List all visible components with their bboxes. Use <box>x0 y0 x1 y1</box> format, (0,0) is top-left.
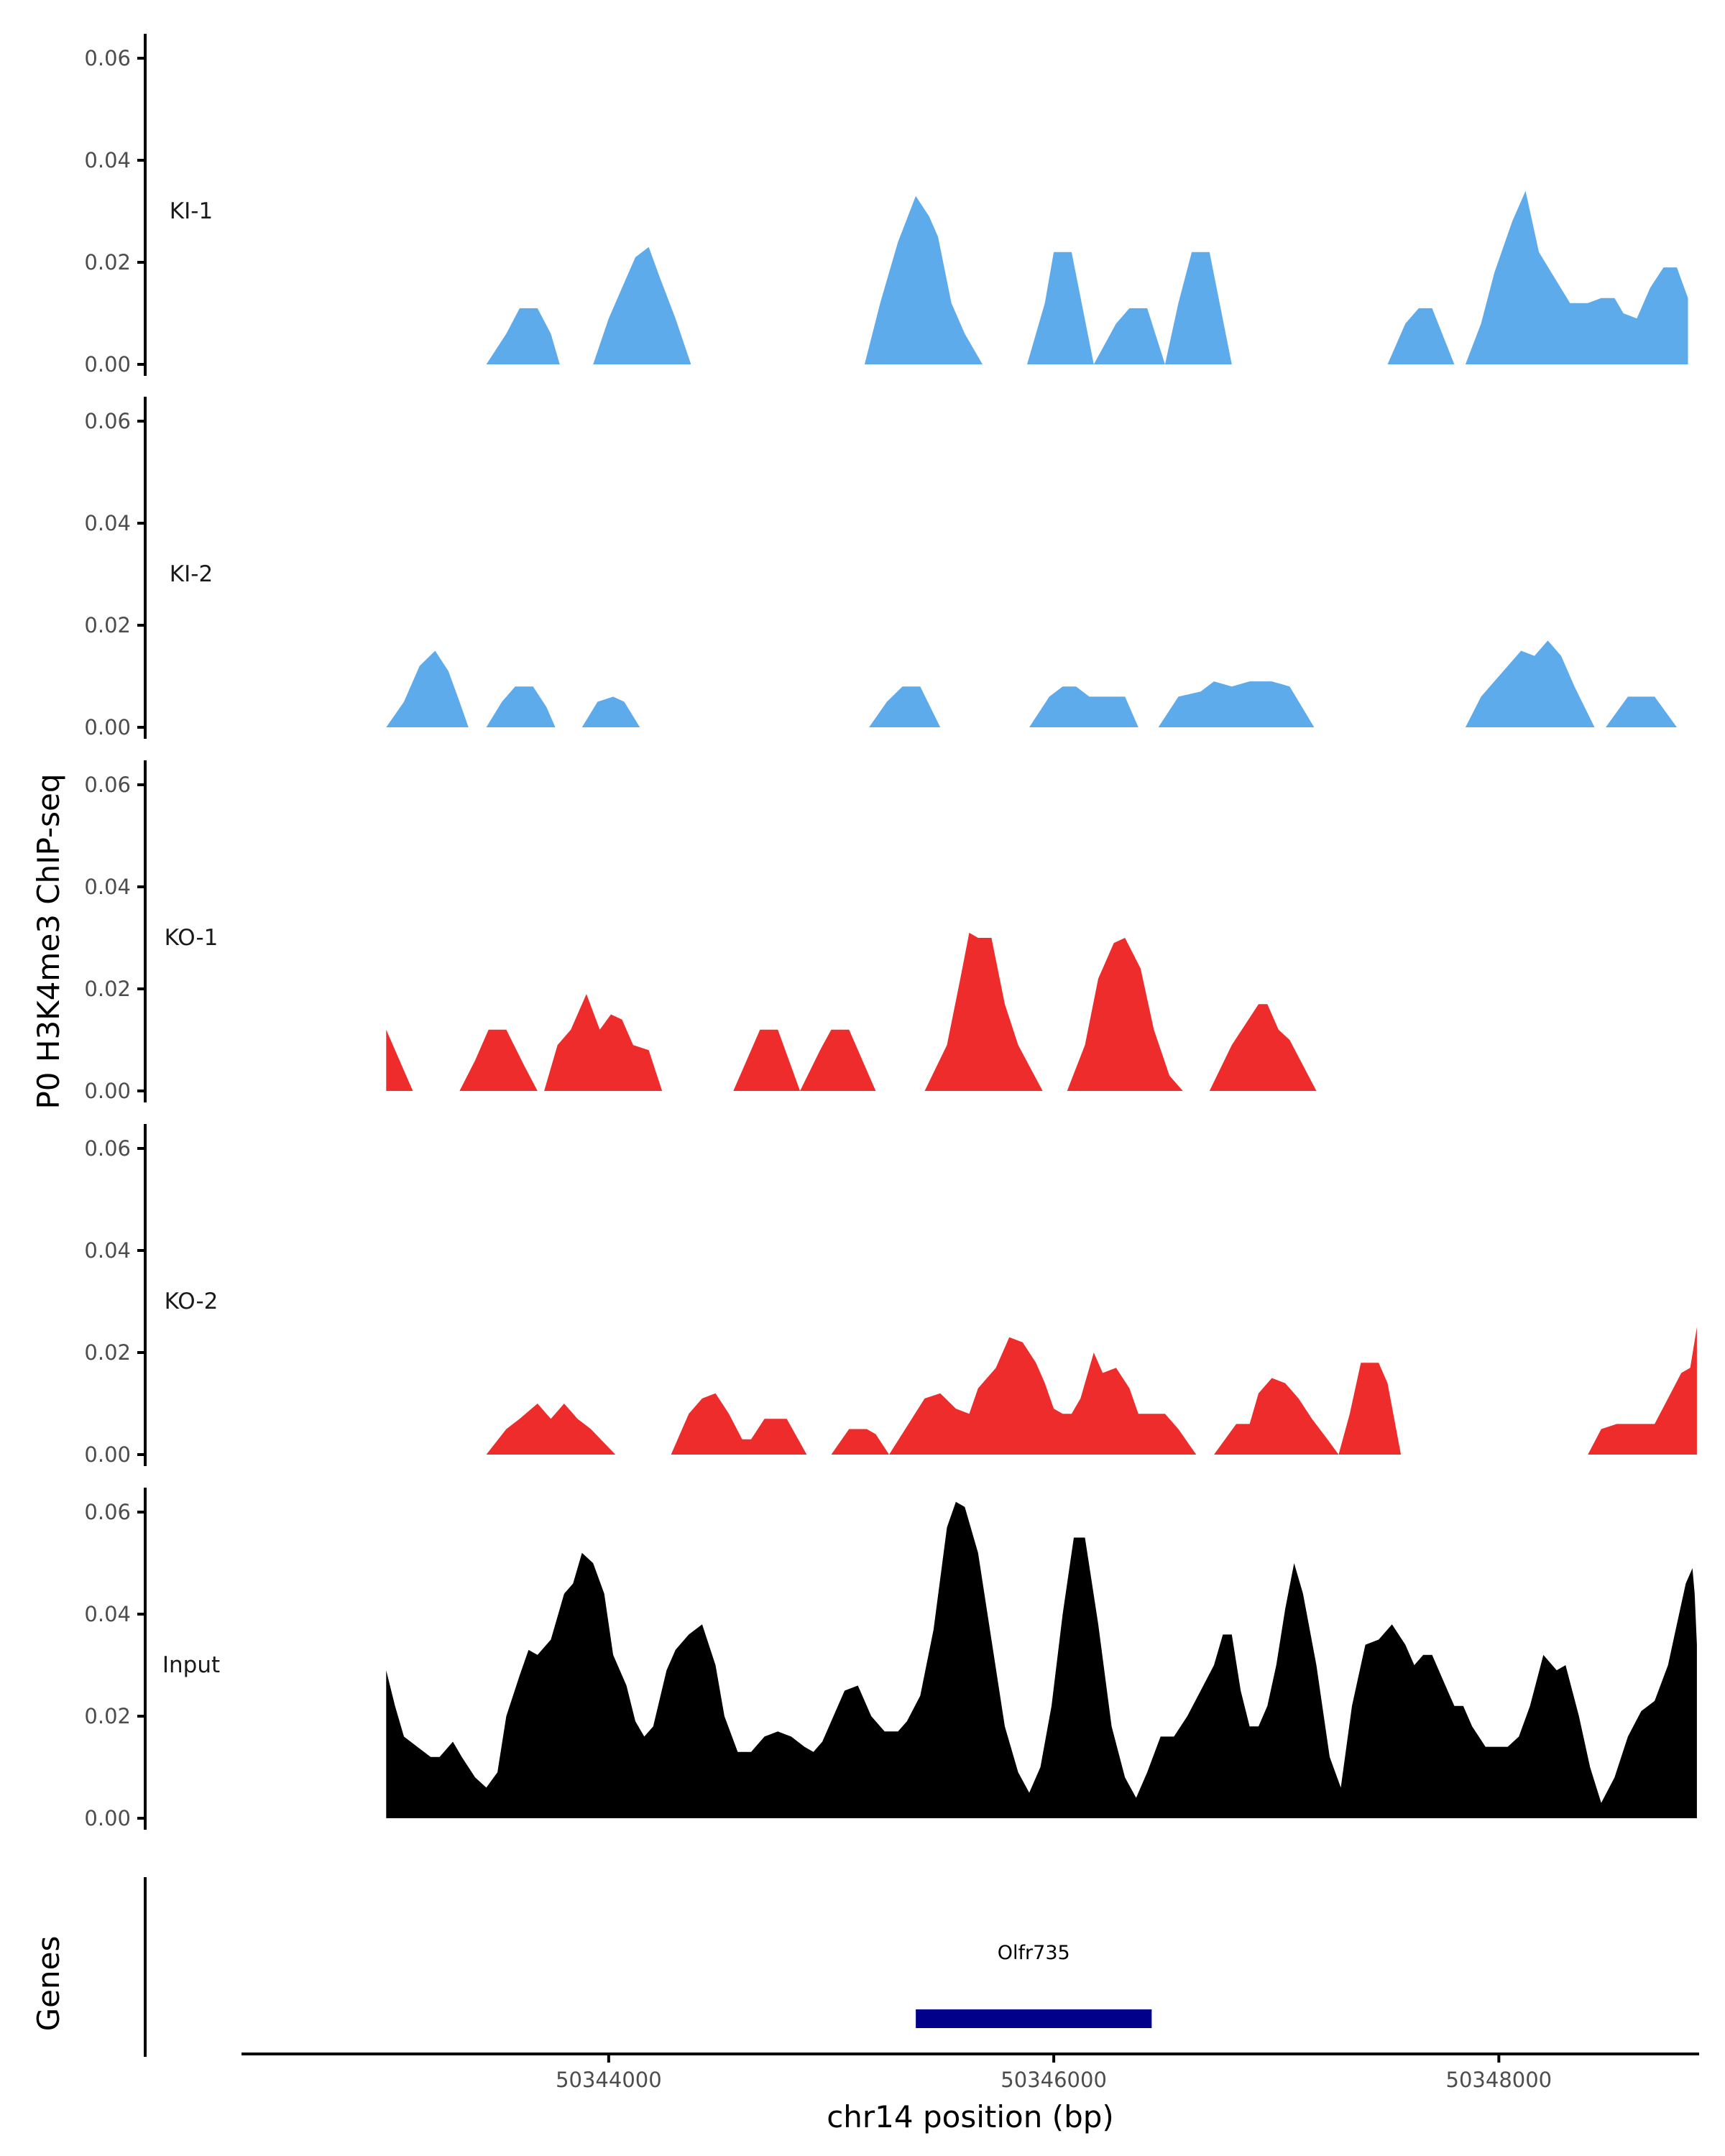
y-tick-label: 0.04 <box>84 1238 131 1263</box>
signal-peak <box>1465 640 1595 727</box>
track-input: 0.00 0.02 0.04 0.06 Input <box>84 1488 1697 1830</box>
y-tick-label: 0.04 <box>84 1602 131 1626</box>
y-tick-label: 0.06 <box>84 409 131 433</box>
track-ki-2: 0.00 0.02 0.04 0.06 KI-2 <box>84 397 1677 740</box>
y-tick-label: 0.00 <box>84 352 131 377</box>
y-tick-label: 0.06 <box>84 1136 131 1161</box>
track-label: Input <box>162 1652 220 1678</box>
track-label: KI-1 <box>170 198 213 224</box>
track-label: KO-1 <box>165 925 218 951</box>
signal-peak <box>924 932 1043 1091</box>
y-tick-label: 0.06 <box>84 1500 131 1524</box>
signal-peak <box>486 686 556 727</box>
x-tick-label: 50346000 <box>1000 2068 1107 2092</box>
y-tick-label: 0.02 <box>84 250 131 275</box>
signal-peak <box>386 1501 1697 1818</box>
y-tick-label: 0.00 <box>84 1806 131 1830</box>
y-tick-label: 0.00 <box>84 1079 131 1103</box>
y-tick-label: 0.02 <box>84 1704 131 1728</box>
signal-peak <box>1158 681 1315 727</box>
signal-peak <box>1164 252 1232 364</box>
signal-peak <box>1067 938 1183 1091</box>
signal-peak <box>544 994 663 1091</box>
signal-peak <box>1093 308 1165 364</box>
gene-body <box>916 2009 1152 2028</box>
signal-peak <box>889 1337 1197 1455</box>
y-tick-label: 0.00 <box>84 1442 131 1467</box>
y-tick-label: 0.04 <box>84 875 131 899</box>
signal-peak <box>459 1029 538 1091</box>
signal-tracks: 0.00 0.02 0.04 0.06 KI-1 0.00 0.02 0.04 0.06 KI-2… <box>84 34 1697 1830</box>
track-ko-1: 0.00 0.02 0.04 0.06 KO-1 <box>84 760 1317 1103</box>
signal-peak <box>864 195 983 364</box>
signal-peak <box>1387 308 1455 364</box>
signal-peak <box>1606 696 1677 727</box>
signal-peak <box>1338 1363 1402 1455</box>
y-tick-label: 0.04 <box>84 148 131 172</box>
signal-peak <box>593 247 691 364</box>
signal-peak <box>1029 686 1138 727</box>
signal-peak <box>1465 190 1688 364</box>
y-tick-label: 0.02 <box>84 613 131 637</box>
x-tick-label: 50348000 <box>1446 2068 1552 2092</box>
track-label: KI-2 <box>170 561 213 587</box>
signal-peak <box>386 650 469 727</box>
x-axis-title: chr14 position (bp) <box>827 2099 1114 2134</box>
y-tick-label: 0.02 <box>84 1340 131 1365</box>
y-tick-label: 0.06 <box>84 773 131 797</box>
signal-peak <box>486 308 560 364</box>
signal-peak <box>1214 1378 1339 1455</box>
signal-peak <box>1027 252 1094 364</box>
y-axis-title: P0 H3K4me3 ChIP-seq <box>31 773 66 1109</box>
gene-track-label: Genes <box>31 1936 66 2032</box>
signal-peak <box>869 686 941 727</box>
signal-peak <box>831 1429 889 1455</box>
signal-peak <box>733 1029 801 1091</box>
track-ki-1: 0.00 0.02 0.04 0.06 KI-1 <box>84 34 1688 377</box>
signal-peak <box>581 696 640 727</box>
y-tick-label: 0.00 <box>84 715 131 740</box>
signal-peak <box>1209 1004 1317 1091</box>
gene-track: Olfr735 <box>144 1877 1152 2057</box>
y-tick-label: 0.06 <box>84 46 131 70</box>
signal-peak <box>486 1404 616 1455</box>
gene-label: Olfr735 <box>998 1942 1070 1964</box>
y-tick-label: 0.02 <box>84 977 131 1001</box>
track-ko-2: 0.00 0.02 0.04 0.06 KO-2 <box>84 1124 1697 1467</box>
signal-peak <box>386 1029 413 1091</box>
y-tick-label: 0.04 <box>84 511 131 535</box>
signal-peak <box>1588 1327 1697 1455</box>
signal-peak <box>671 1393 807 1455</box>
signal-peak <box>800 1029 876 1091</box>
track-label: KO-2 <box>165 1289 218 1314</box>
x-tick-label: 50344000 <box>556 2068 662 2092</box>
x-axis: 50344000 50346000 50348000 <box>242 2053 1699 2092</box>
